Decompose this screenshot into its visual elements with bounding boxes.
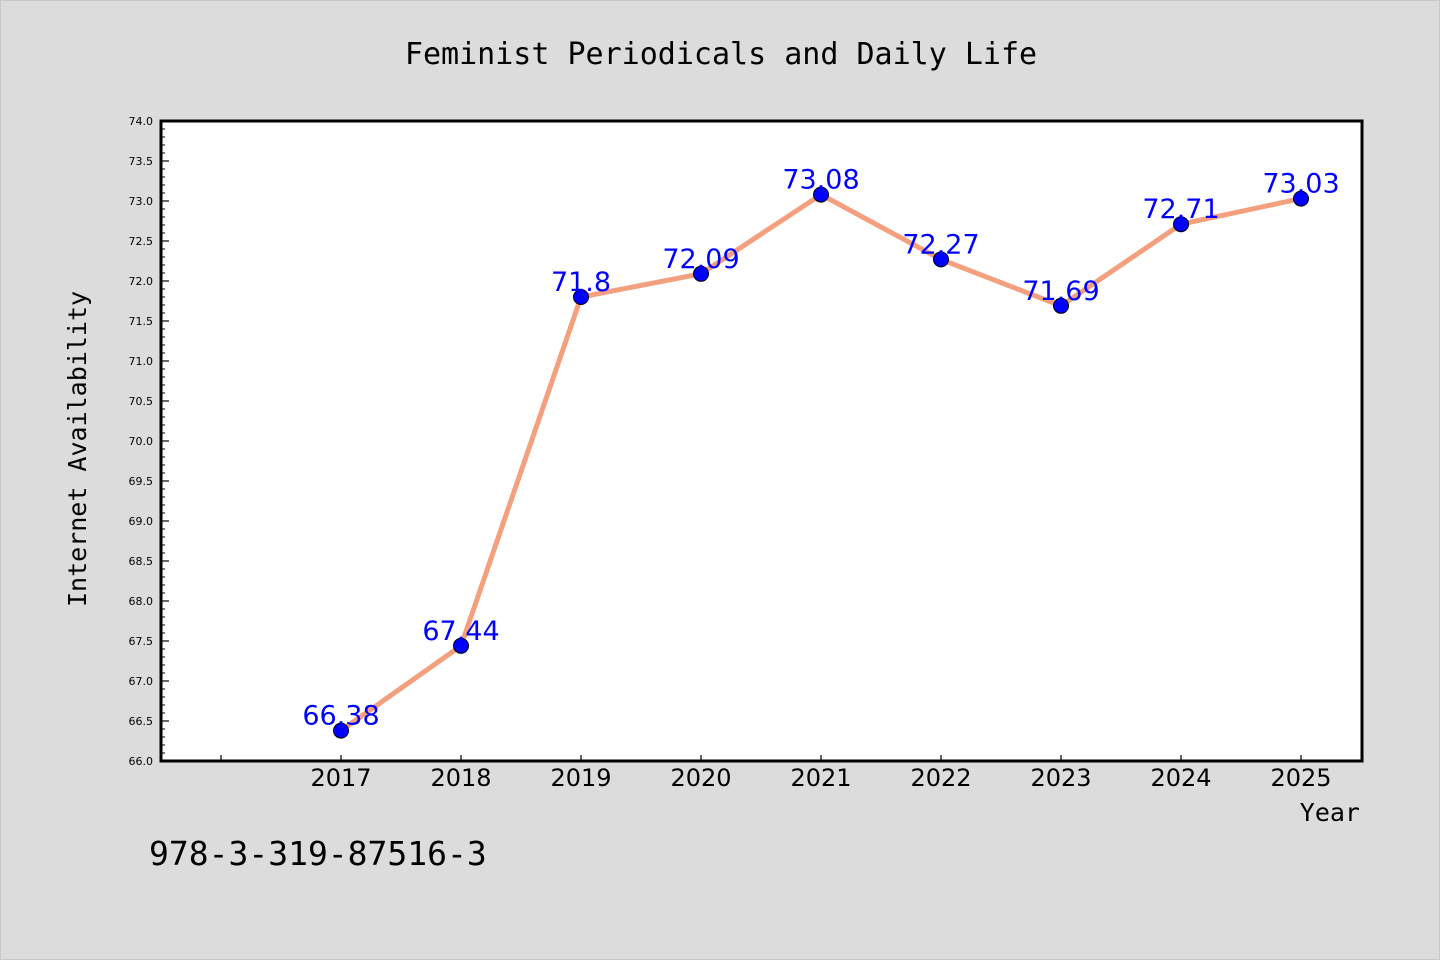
data-value-label: 66.38 — [302, 701, 379, 732]
data-value-label: 67.44 — [422, 616, 499, 647]
data-point-marker — [933, 251, 949, 268]
y-tick-label: 71.0 — [129, 355, 154, 368]
isbn-footer: 978-3-319-87516-3 — [149, 834, 487, 873]
x-tick-label: 2024 — [1150, 764, 1211, 792]
x-tick-label: 2022 — [910, 764, 971, 792]
data-point-marker — [573, 289, 589, 305]
y-tick-label: 72.5 — [129, 235, 154, 248]
data-value-label: 71.8 — [551, 267, 611, 298]
data-point-marker — [693, 265, 709, 282]
data-point-marker — [1293, 190, 1309, 207]
data-value-label: 73.03 — [1262, 169, 1339, 200]
data-point-marker — [1053, 297, 1069, 314]
x-tick-label: 2018 — [430, 764, 491, 792]
x-axis: 2017 2018 2019 2020 2021 2022 2023 2024 2025 — [220, 755, 1332, 792]
y-tick-label: 73.0 — [129, 195, 154, 208]
chart-title: Feminist Periodicals and Daily Life — [405, 37, 1037, 72]
y-tick-label: 68.0 — [129, 595, 154, 608]
y-tick-label: 71.5 — [129, 315, 154, 328]
y-tick-label: 67.5 — [129, 635, 154, 648]
x-tick-label: 2023 — [1030, 764, 1091, 792]
y-tick-label: 73.5 — [129, 155, 154, 168]
data-value-label: 71.69 — [1022, 276, 1099, 307]
data-point-marker — [1173, 216, 1189, 233]
x-tick-label: 2025 — [1270, 764, 1331, 792]
x-axis-label: Year — [1300, 798, 1360, 827]
plot-area — [159, 119, 1364, 763]
x-tick-label: 2017 — [310, 764, 371, 792]
x-tick-label: 2020 — [670, 764, 731, 792]
y-tick-label: 69.5 — [129, 475, 154, 488]
y-tick-label: 66.0 — [129, 755, 154, 768]
y-tick-label: 72.0 — [129, 275, 154, 288]
y-axis-label: Internet Availability — [63, 291, 92, 607]
y-tick-label: 67.0 — [129, 675, 154, 688]
y-tick-label: 74.0 — [129, 115, 154, 128]
y-tick-label: 69.0 — [129, 515, 154, 528]
data-value-label: 72.71 — [1142, 194, 1219, 225]
y-tick-label: 70.5 — [129, 395, 154, 408]
series-line-group: 66.38 67.44 71.8 72.09 73.08 72.27 71.69 72.71 7… — [302, 165, 1340, 739]
data-point-marker — [333, 722, 349, 739]
y-axis: 66.0 66.5 67.0 67.5 68.0 68.5 69.0 69.5 70.0 70.5… — [129, 115, 169, 768]
data-point-marker — [453, 637, 469, 654]
y-tick-label: 70.0 — [129, 435, 154, 448]
data-value-label: 73.08 — [782, 165, 859, 196]
y-tick-label: 66.5 — [129, 715, 154, 728]
x-tick-label: 2021 — [790, 764, 851, 792]
y-tick-label: 68.5 — [129, 555, 154, 568]
x-tick-label: 2019 — [550, 764, 611, 792]
data-value-label: 72.09 — [662, 244, 739, 275]
data-point-marker — [813, 186, 829, 203]
data-value-label: 72.27 — [902, 229, 979, 260]
